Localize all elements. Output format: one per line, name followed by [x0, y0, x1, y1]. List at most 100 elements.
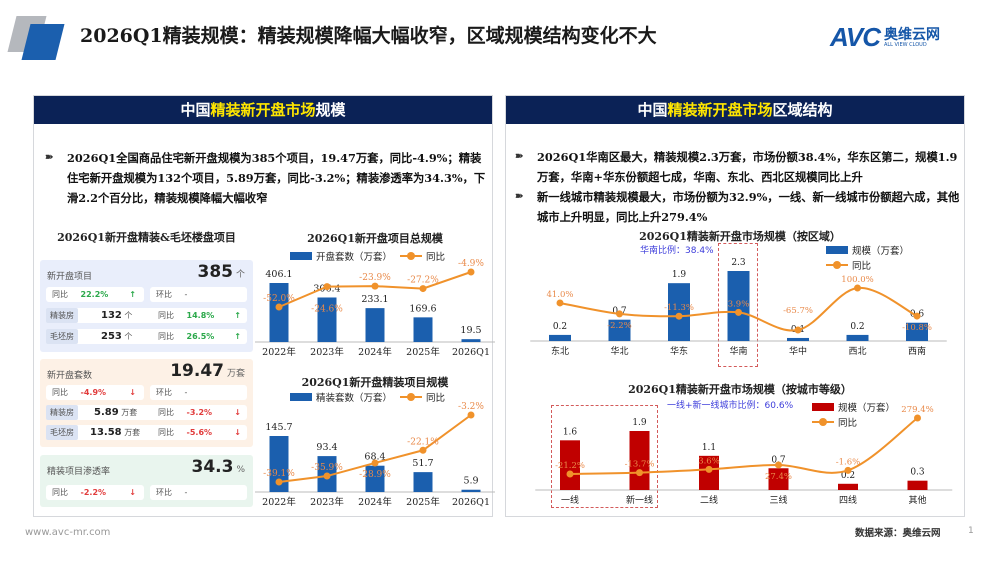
yoy-point: [371, 282, 379, 290]
bar: [269, 283, 289, 342]
chart-legend: 规模（万套）: [826, 243, 909, 257]
city-note: 一线+新一线城市比例：60.6%: [667, 401, 794, 411]
right-bullet-1: ➽ 2026Q1华南区最大，精装规模2.3万套，市场份额38.4%，华东区第二，规…: [515, 147, 965, 187]
category-label: 三线: [769, 494, 787, 506]
down-arrow-icon: ↓: [129, 488, 136, 497]
yoy-label: -65.7%: [783, 306, 813, 316]
yoy-point: [636, 469, 643, 477]
down-arrow-icon: ↓: [129, 388, 136, 397]
yoy-point: [675, 312, 683, 320]
yoy-point: [323, 472, 331, 480]
yoy-label: 3.6%: [698, 456, 720, 466]
bar: [269, 436, 289, 492]
bar: [608, 319, 631, 341]
card-yoy-row: 同比 22.2% ↑ 环比 -: [46, 287, 247, 302]
city-tier-chart: 1.6 一线 1.9 新一线 1.1 二线 0.7 三线 0.2 四线 0.3 其他 -21.2% -13…: [535, 405, 953, 506]
yoy-label: -3.2%: [458, 402, 484, 412]
bar-value-label: 233.1: [361, 294, 388, 305]
yoy-label: 100.0%: [841, 275, 873, 285]
category-label: 2022年: [262, 496, 296, 508]
category-label: 华中: [789, 345, 807, 357]
bar: [365, 308, 385, 342]
bar: [413, 472, 433, 492]
bar-value-label: 51.7: [412, 458, 433, 469]
category-label: 2022年: [262, 346, 296, 358]
yoy-label: -4.9%: [458, 259, 484, 269]
bar-value-label: 5.9: [463, 476, 478, 487]
bar-value-label: 19.5: [460, 325, 481, 336]
left-panel-header: 中国精装新开盘市场规模: [34, 96, 492, 124]
bar: [317, 297, 337, 342]
card-subrow: 精装房 5.89 万套 同比 -3.2% ↓: [46, 405, 247, 420]
category-label: 东北: [551, 345, 569, 357]
card-yoy-row: 同比 -4.9% ↓ 环比 -: [46, 385, 247, 400]
card-label: 新开盘套数: [47, 371, 93, 381]
category-label: 一线: [561, 494, 579, 506]
yoy-point: [419, 285, 427, 293]
up-arrow-icon: ↑: [234, 311, 241, 320]
region-chart: 0.2东北0.7华北1.9华东2.3华南0.1华中0.2西北0.6西南41.0%…: [530, 258, 947, 357]
yoy-label: -52.0%: [263, 294, 295, 304]
yoy-point: [566, 470, 574, 478]
yoy-label: -28.9%: [359, 470, 391, 480]
page-number: 1: [968, 526, 974, 536]
bar: [727, 271, 750, 341]
category-label: 华南: [729, 345, 747, 357]
bar: [838, 483, 858, 490]
card-new-units: 新开盘套数 19.47 万套 同比 -4.9% ↓ 环比 - 精装房 5.89 万套…: [40, 359, 253, 447]
yoy-point: [616, 310, 623, 318]
card-label: 精装项目渗透率: [47, 467, 111, 477]
bar-value-label: 0.7: [771, 455, 786, 465]
bar-value-label: 406.1: [265, 269, 292, 280]
brand-logo: AVC 奥维云网 ALL VIEW CLOUD: [830, 22, 940, 53]
card-subrow: 精装房 132 个 同比 14.8% ↑: [46, 308, 247, 323]
yoy-label: 3.9%: [728, 299, 750, 309]
yoy-label: 41.0%: [546, 290, 573, 300]
chart-legend: 开盘套数（万套） 同比: [290, 249, 445, 263]
yoy-label: -23.9%: [359, 273, 391, 283]
yoy-label: 27.4%: [765, 472, 792, 482]
chart-title: 2026Q1新开盘精装项目规模: [301, 376, 449, 389]
category-label: 2026Q1: [452, 347, 490, 358]
bar-value-label: 145.7: [265, 422, 292, 433]
bar-value-label: 93.4: [316, 442, 337, 453]
yoy-label: 279.4%: [901, 405, 933, 415]
yoy-point: [705, 465, 713, 473]
right-panel-header: 中国精装新开盘市场区域结构: [506, 96, 964, 124]
left-summary-bullet: ➽ 2026Q1全国商品住宅新开盘规模为385个项目，19.47万套，同比-4.9…: [45, 148, 490, 208]
card-value: 34.3%: [191, 457, 245, 477]
footer-url[interactable]: www.avc-mr.com: [25, 527, 111, 538]
bar-value-label: 0.2: [553, 322, 567, 332]
yoy-label: -2.2%: [607, 321, 631, 331]
bar-value-label: 1.9: [672, 270, 687, 280]
decorated-scale-chart: 145.7 2022年 93.4 2023年 68.4 2024年 51.7 2025年 5.9…: [255, 402, 495, 508]
category-label: 华东: [670, 345, 688, 357]
right-bullet-2: ➽ 新一线城市精装规模最大，市场份额为32.9%，一线、新一线城市份额超六成，其他…: [515, 187, 965, 227]
bar: [461, 339, 481, 342]
chart-legend: 同比: [812, 415, 857, 429]
avc-logo: AVC: [830, 22, 881, 52]
yoy-point: [275, 478, 283, 486]
card-value: 385 个: [197, 262, 245, 282]
chart-title: 2026Q1精装新开盘市场规模（按区域）: [639, 230, 841, 243]
category-label: 西南: [908, 345, 926, 357]
category-label: 2026Q1: [452, 497, 490, 508]
bar: [699, 455, 719, 490]
category-label: 二线: [700, 494, 718, 506]
chart-title: 2026Q1新开盘项目总规模: [307, 232, 443, 245]
bar-value-label: 1.6: [563, 427, 578, 437]
bar-value-label: 169.6: [409, 303, 436, 314]
card-label: 新开盘项目: [47, 272, 93, 282]
page-title: 2026Q1精装规模：精装规模降幅大幅收窄，区域规模结构变化不大: [80, 25, 657, 47]
bar: [846, 334, 869, 341]
yoy-label: -10.8%: [902, 323, 932, 333]
yoy-point: [323, 283, 331, 291]
highlight-box: [551, 405, 658, 508]
yoy-point: [419, 446, 427, 454]
yoy-point: [735, 308, 742, 316]
yoy-label: -35.9%: [311, 463, 343, 473]
chart-legend: 精装套数（万套） 同比: [290, 390, 445, 404]
brand-name-en: ALL VIEW CLOUD: [883, 41, 927, 48]
yoy-point: [556, 299, 564, 307]
title-decoration-blue: [21, 24, 65, 60]
